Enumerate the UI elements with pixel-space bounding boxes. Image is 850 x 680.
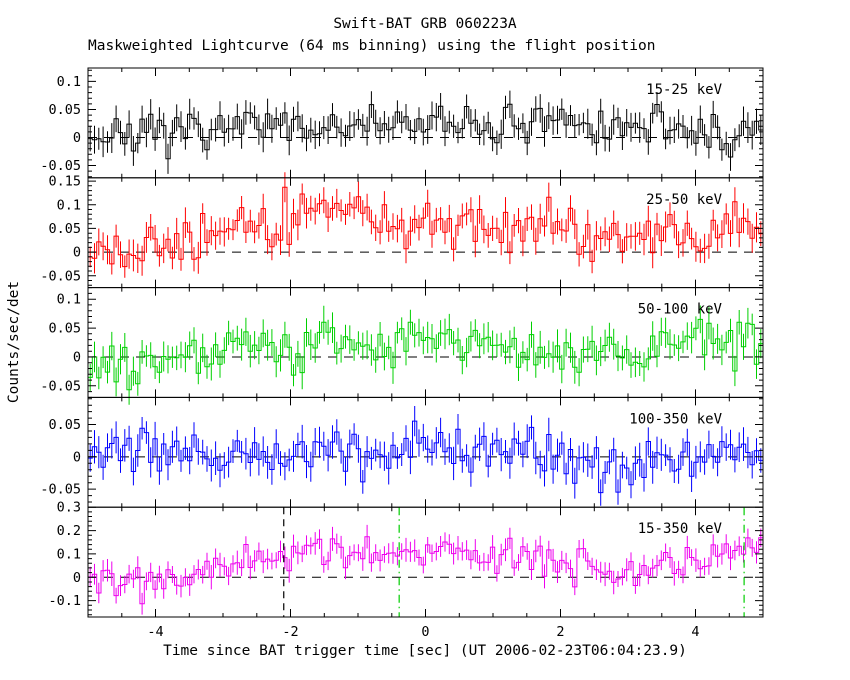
figure-subtitle: Maskweighted Lightcurve (64 ms binning) … — [88, 38, 655, 54]
panel-25-50-keV: -0.05 0 0.05 0.1 0.15 25-50 keV — [40, 172, 764, 289]
energy-band-label: 15-350 keV — [638, 521, 723, 537]
y-tick-label: 0 — [73, 349, 81, 365]
x-tick-label: -4 — [147, 624, 163, 640]
x-tick-label: -2 — [282, 624, 298, 640]
axis-ticks — [87, 177, 764, 288]
error-bars-15-350-keV — [89, 524, 762, 615]
error-bars-15-25-keV — [89, 90, 762, 174]
y-tick-label: -0.05 — [40, 482, 81, 498]
y-tick-label: 0 — [73, 570, 81, 586]
y-tick-label: 0.1 — [57, 292, 81, 308]
lightcurve-step-50-100-keV — [88, 318, 763, 391]
y-tick-label: 0.1 — [57, 197, 81, 213]
y-tick-label: 0.15 — [48, 174, 81, 190]
panel-50-100-keV: -0.05 0 0.05 0.1 50-100 keV — [40, 287, 764, 405]
x-axis-label: Time since BAT trigger time [sec] (UT 20… — [163, 643, 687, 659]
y-tick-label: 0.3 — [57, 500, 81, 516]
x-tick-label: 0 — [421, 624, 429, 640]
lightcurve-step-100-350-keV — [88, 420, 763, 494]
y-tick-label: 0.2 — [57, 523, 81, 539]
panel-15-25-keV: -0.05 0 0.05 0.1 15-25 keV — [40, 67, 764, 179]
y-tick-label: 0.1 — [57, 74, 81, 90]
x-tick-label: 2 — [556, 624, 564, 640]
energy-band-label: 15-25 keV — [646, 82, 722, 98]
error-bars-25-50-keV — [89, 172, 762, 278]
y-tick-label: 0 — [73, 245, 81, 261]
axis-ticks — [87, 68, 764, 178]
energy-band-label: 25-50 keV — [646, 192, 722, 208]
panel-15-350-keV: -0.1 0 0.1 0.2 0.3 15-350 keV — [48, 500, 764, 618]
y-tick-label: -0.05 — [40, 378, 81, 394]
axis-ticks — [87, 397, 764, 508]
y-axis-label: Counts/sec/det — [6, 281, 22, 403]
lightcurve-step-25-50-keV — [88, 186, 763, 268]
y-tick-label: 0.05 — [48, 321, 81, 337]
y-tick-label: -0.1 — [48, 593, 81, 609]
y-tick-label: 0.05 — [48, 221, 81, 237]
error-bars-100-350-keV — [89, 406, 762, 506]
y-tick-label: -0.05 — [40, 268, 81, 284]
lightcurve-step-15-25-keV — [88, 103, 763, 160]
y-tick-label: 0 — [73, 449, 81, 465]
energy-band-label: 100-350 keV — [629, 411, 722, 427]
y-tick-label: 0.05 — [48, 417, 81, 433]
y-tick-label: 0.05 — [48, 102, 81, 118]
error-bars-50-100-keV — [89, 305, 762, 405]
panel-100-350-keV: -0.05 0 0.05 100-350 keV — [40, 396, 764, 508]
axis-ticks — [87, 287, 764, 398]
plot-panels: -0.05 0 0.05 0.1 15-25 keV -0.05 0 0.05 0.1 0.15 2… — [40, 67, 764, 640]
y-tick-label: 0 — [73, 130, 81, 146]
x-tick-label: 4 — [691, 624, 699, 640]
y-tick-label: 0.1 — [57, 546, 81, 562]
lightcurve-step-15-350-keV — [88, 536, 763, 605]
energy-band-label: 50-100 keV — [638, 302, 723, 318]
figure-title: Swift-BAT GRB 060223A — [333, 16, 517, 32]
y-tick-label: -0.05 — [40, 158, 81, 174]
axis-ticks — [87, 506, 764, 617]
